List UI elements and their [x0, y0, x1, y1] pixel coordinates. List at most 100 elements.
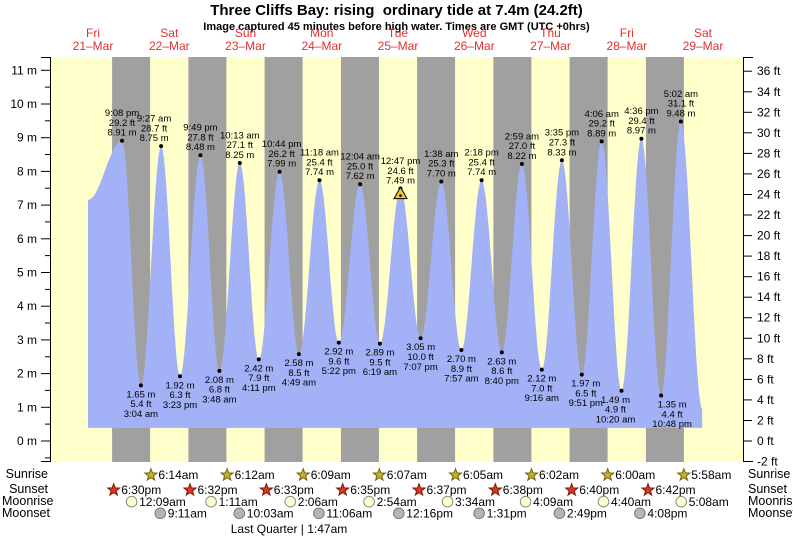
- tide-annotation-line: 5.4 ft: [130, 399, 151, 410]
- right-axis-label: 10 ft: [757, 331, 781, 345]
- tide-annotation-line: 2:18 pm: [464, 148, 498, 159]
- right-axis-label: 34 ft: [757, 85, 781, 99]
- sunset-row-label-right: Sunset: [748, 482, 787, 496]
- moonrise-row-label-right: Moonrise: [748, 494, 793, 508]
- day-label-name: Sat: [694, 26, 713, 40]
- moonset-icon: [473, 507, 485, 520]
- tide-annotation-line: 8.25 m: [225, 150, 254, 161]
- day-label-name: Sat: [160, 26, 179, 40]
- day-label-date: 23–Mar: [225, 39, 266, 53]
- tide-extreme-dot: [619, 388, 624, 393]
- moonset-time: 2:49pm: [567, 507, 607, 521]
- sunrise-time: 6:09am: [311, 468, 351, 482]
- tide-extreme-dot: [178, 374, 182, 379]
- tide-annotation-line: 8.33 m: [547, 147, 576, 158]
- right-axis-label: 32 ft: [757, 105, 781, 119]
- tide-extreme-dot: [198, 153, 203, 158]
- moonset-time: 9:11am: [168, 507, 207, 521]
- moonrise-icon: [363, 495, 375, 508]
- left-axis-label: 11 m: [11, 63, 37, 77]
- tide-curve: [88, 121, 703, 428]
- day-label-name: Wed: [462, 26, 486, 40]
- tide-annotation-line: 10:20 am: [596, 414, 636, 425]
- low-tide-annotation: 1.97 m6.5 ft9:51 pm: [569, 372, 603, 409]
- tide-extreme-dot: [336, 340, 341, 345]
- tide-annotation-line: 8.48 m: [186, 142, 215, 153]
- tide-annotation-line: 4.9 ft: [605, 405, 626, 416]
- moonrise-time: 4:09am: [533, 495, 573, 509]
- right-axis-label: 36 ft: [757, 64, 781, 78]
- tide-extreme-dot: [499, 350, 504, 355]
- tide-annotation-line: 27.0 ft: [509, 141, 536, 152]
- tide-annotation-line: 2.70 m: [447, 354, 476, 365]
- moonrise-time: 4:40am: [611, 495, 651, 509]
- tide-annotation-line: 9:27 am: [137, 114, 171, 125]
- day-label-date: 28–Mar: [606, 39, 647, 53]
- tide-extreme-dot: [439, 179, 444, 184]
- sunrise-icon: [143, 467, 159, 482]
- tide-annotation-line: 6.3 ft: [169, 390, 190, 401]
- tide-annotation-line: 10.0 ft: [407, 352, 434, 363]
- left-axis-label: 7 m: [17, 198, 37, 212]
- tide-annotation-line: 1.49 m: [601, 395, 630, 406]
- tide-extreme-dot: [277, 169, 282, 174]
- right-axis-label: 22 ft: [757, 208, 781, 222]
- moonset-time: 11:06am: [326, 507, 372, 521]
- right-axis-label: 2 ft: [757, 414, 774, 428]
- tide-annotation-line: 2:59 am: [505, 131, 539, 142]
- sunset-time: 6:35pm: [350, 483, 390, 497]
- tide-annotation-line: 1.65 m: [126, 389, 155, 400]
- tide-annotation-line: 2.08 m: [205, 375, 234, 386]
- tide-annotation-line: 6.5 ft: [575, 388, 596, 399]
- moonrise-icon: [597, 495, 610, 508]
- tide-extreme-dot: [159, 144, 164, 149]
- sunset-markers: 6:30pm 6:32pm 6:33pm 6:35pm 6:37pm 6:38pm 6:40…: [106, 482, 696, 497]
- tide-annotation-line: 3:04 am: [124, 409, 158, 420]
- sunset-icon: [335, 482, 351, 497]
- tide-annotation-line: 7.62 m: [346, 171, 375, 182]
- tide-annotation-line: 4:06 am: [585, 109, 619, 120]
- tide-extreme-dot: [217, 368, 222, 373]
- tide-annotation-line: 25.0 ft: [347, 161, 374, 172]
- tide-extreme-dot: [479, 178, 484, 183]
- sunset-time: 6:33pm: [274, 483, 314, 497]
- tide-annotation-line: 29.2 ft: [109, 118, 136, 129]
- moonset-time: 10:03am: [247, 507, 294, 521]
- moonrise-time: 12:09am: [139, 495, 186, 509]
- tide-annotation-line: 4:49 am: [282, 378, 316, 389]
- sunrise-markers: 6:14am 6:12am 6:09am 6:07am 6:05am 6:02am 6:00…: [143, 467, 731, 482]
- low-tide-annotation: 2.63 m8.6 ft8:40 pm: [485, 350, 519, 387]
- sunset-icon: [487, 482, 503, 497]
- current-tide-marker-dot: [399, 194, 402, 197]
- tide-extreme-dot: [317, 178, 322, 183]
- moon-phase-label: Last Quarter | 1:47am: [230, 522, 348, 536]
- moonrise-time: 2:54am: [377, 495, 417, 509]
- chart-subtitle: Image captured 45 minutes before high wa…: [203, 21, 590, 33]
- moonset-icon: [233, 507, 246, 520]
- tide-extreme-dot: [678, 119, 683, 124]
- low-tide-annotation: 2.92 m9.6 ft5:22 pm: [322, 340, 356, 377]
- left-axis-label: 4 m: [17, 299, 37, 313]
- tide-annotation-line: 9.6 ft: [328, 356, 349, 367]
- tide-annotation-line: 8.91 m: [107, 128, 136, 139]
- day-label-date: 29–Mar: [683, 39, 724, 53]
- moonset-row-label-right: Moonset: [748, 506, 793, 520]
- moonset-time: 4:08pm: [647, 507, 687, 521]
- left-axis: [41, 57, 51, 462]
- tide-annotation-line: 9:51 pm: [569, 398, 603, 409]
- moonrise-time: 1:11am: [219, 495, 258, 509]
- sunset-time: 6:40pm: [579, 483, 619, 497]
- moonrise-icon: [519, 495, 532, 508]
- day-label-date: 27–Mar: [530, 39, 571, 53]
- tide-annotation-line: 1.92 m: [165, 380, 194, 391]
- tide-annotation-line: 9.5 ft: [369, 357, 390, 368]
- day-label-name: Mon: [310, 26, 333, 40]
- sunrise-icon: [676, 467, 692, 482]
- left-axis-label: 2 m: [17, 367, 37, 381]
- current-tide-marker-icon: [393, 186, 408, 200]
- left-axis-label: 8 m: [17, 164, 37, 178]
